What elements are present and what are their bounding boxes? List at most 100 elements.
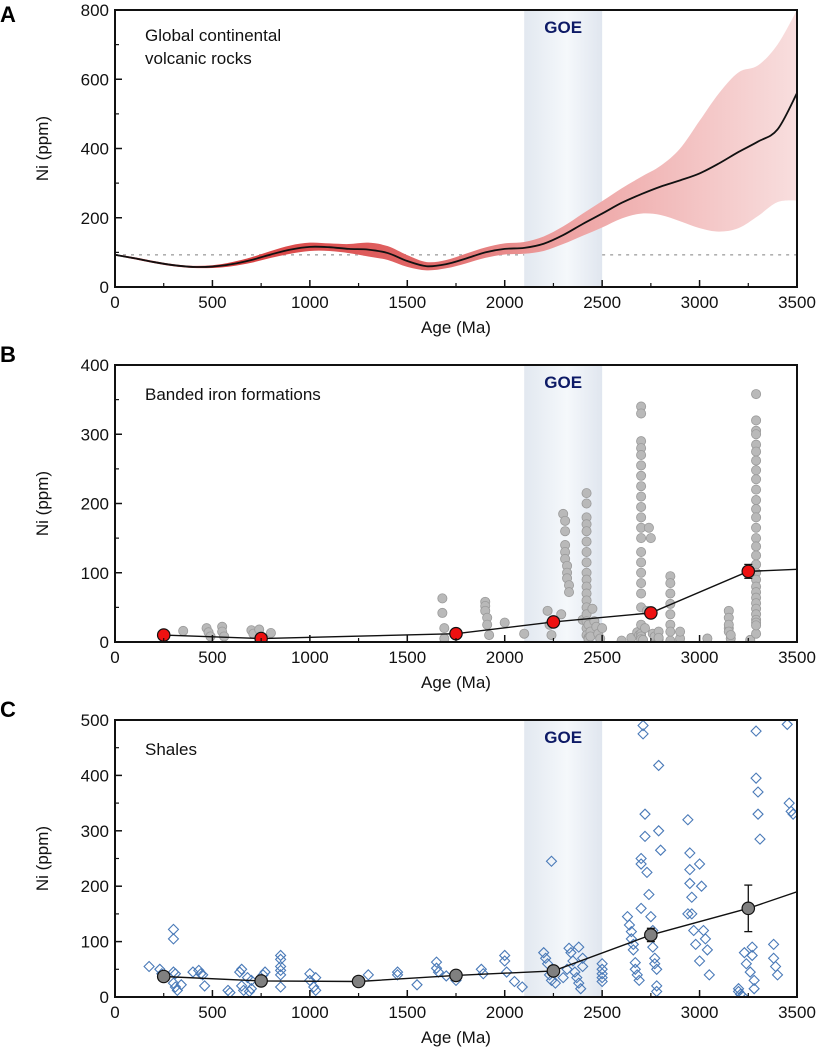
sample-point	[751, 550, 762, 561]
y-tick-label: 300	[81, 425, 109, 444]
goe-band	[524, 720, 603, 997]
sample-point	[693, 955, 706, 967]
sample-point	[545, 855, 558, 868]
sample-point	[752, 808, 764, 820]
sample-point	[697, 924, 710, 937]
sample-point	[537, 946, 550, 959]
mean-point	[449, 968, 463, 983]
x-axis-title: Age (Ma)	[421, 673, 491, 692]
y-tick-label: 400	[81, 356, 109, 375]
sample-point	[362, 969, 375, 981]
sample-point	[265, 627, 276, 638]
panel-b: GOE 0 500 1000 1500 2000 2500 3000 3500 0 100 200 30…	[0, 342, 816, 692]
sample-point	[500, 966, 513, 978]
sample-point	[196, 969, 209, 981]
sample-point	[736, 990, 749, 997]
x-tick-label: 0	[110, 293, 119, 312]
plot-area	[143, 720, 797, 997]
sample-point	[143, 960, 155, 973]
sample-point	[198, 980, 211, 992]
y-tick-label: 200	[81, 495, 109, 514]
x-axis-title: Age (Ma)	[421, 1028, 491, 1047]
sample-point	[274, 981, 287, 993]
sample-point	[732, 982, 745, 995]
sample-point	[701, 944, 714, 956]
sample-point	[187, 966, 199, 978]
sample-point	[751, 465, 762, 476]
sample-point	[636, 470, 647, 481]
sample-point	[635, 852, 647, 865]
y-tick-label: 400	[81, 140, 109, 159]
sample-point	[767, 938, 780, 951]
sample-point	[633, 974, 645, 987]
sample-point	[751, 455, 762, 466]
sample-point	[274, 964, 287, 977]
sample-point	[596, 971, 608, 984]
panel-letter: C	[0, 697, 16, 722]
sample-point	[309, 971, 322, 984]
y-tick-label: 200	[81, 209, 109, 228]
sample-point	[682, 813, 694, 826]
sample-point	[484, 630, 495, 641]
sample-point	[625, 933, 638, 945]
sample-point	[684, 847, 696, 859]
sample-point	[560, 515, 571, 526]
sample-point	[653, 632, 664, 642]
sample-point	[751, 415, 762, 426]
sample-point	[224, 986, 236, 997]
sample-point	[556, 609, 567, 620]
sample-point	[751, 541, 762, 552]
sample-point	[391, 966, 404, 978]
sample-point	[637, 720, 649, 732]
sample-point	[636, 578, 647, 589]
sample-point	[304, 967, 316, 980]
sample-point	[439, 623, 450, 634]
sample-point	[498, 949, 511, 962]
mean-point	[254, 974, 268, 988]
x-tick-label: 3000	[681, 1003, 719, 1022]
sample-point	[751, 446, 762, 457]
sample-point	[542, 605, 553, 616]
sample-point	[751, 495, 762, 506]
sample-point	[574, 982, 587, 995]
mean-point	[156, 969, 171, 984]
sample-point	[596, 975, 608, 988]
sample-point	[685, 908, 698, 920]
sample-point	[684, 877, 696, 890]
sample-point	[233, 966, 246, 978]
confidence-band	[115, 10, 797, 271]
sample-point	[235, 980, 248, 992]
plot-area	[156, 389, 797, 642]
x-tick-label: 500	[198, 1003, 226, 1022]
sample-point	[693, 858, 706, 870]
x-tick-label: 3000	[681, 293, 719, 312]
sample-point	[581, 536, 592, 547]
sample-point	[699, 933, 712, 945]
sample-point	[702, 633, 713, 642]
sample-point	[754, 833, 766, 845]
x-tick-label: 500	[198, 648, 226, 667]
mean-point	[644, 928, 658, 942]
sample-point	[751, 504, 762, 515]
sample-point	[636, 567, 647, 578]
sample-point	[639, 808, 651, 820]
panel-letter: A	[0, 2, 16, 27]
sample-point	[567, 955, 579, 967]
sample-point	[682, 908, 694, 920]
sample-point	[616, 635, 627, 642]
y-tick-label: 0	[100, 633, 109, 652]
sample-point	[581, 488, 592, 499]
sample-point	[751, 628, 762, 639]
y-tick-label: 100	[81, 933, 109, 952]
sample-point	[636, 501, 647, 512]
mean-point	[546, 964, 561, 978]
sample-point	[640, 623, 651, 634]
sample-point	[169, 981, 182, 993]
sample-point	[665, 588, 676, 599]
x-tick-label: 2500	[583, 293, 621, 312]
sample-point	[685, 891, 698, 904]
x-tick-label: 2000	[486, 1003, 524, 1022]
sample-point	[596, 963, 608, 976]
mean-point	[546, 615, 561, 629]
